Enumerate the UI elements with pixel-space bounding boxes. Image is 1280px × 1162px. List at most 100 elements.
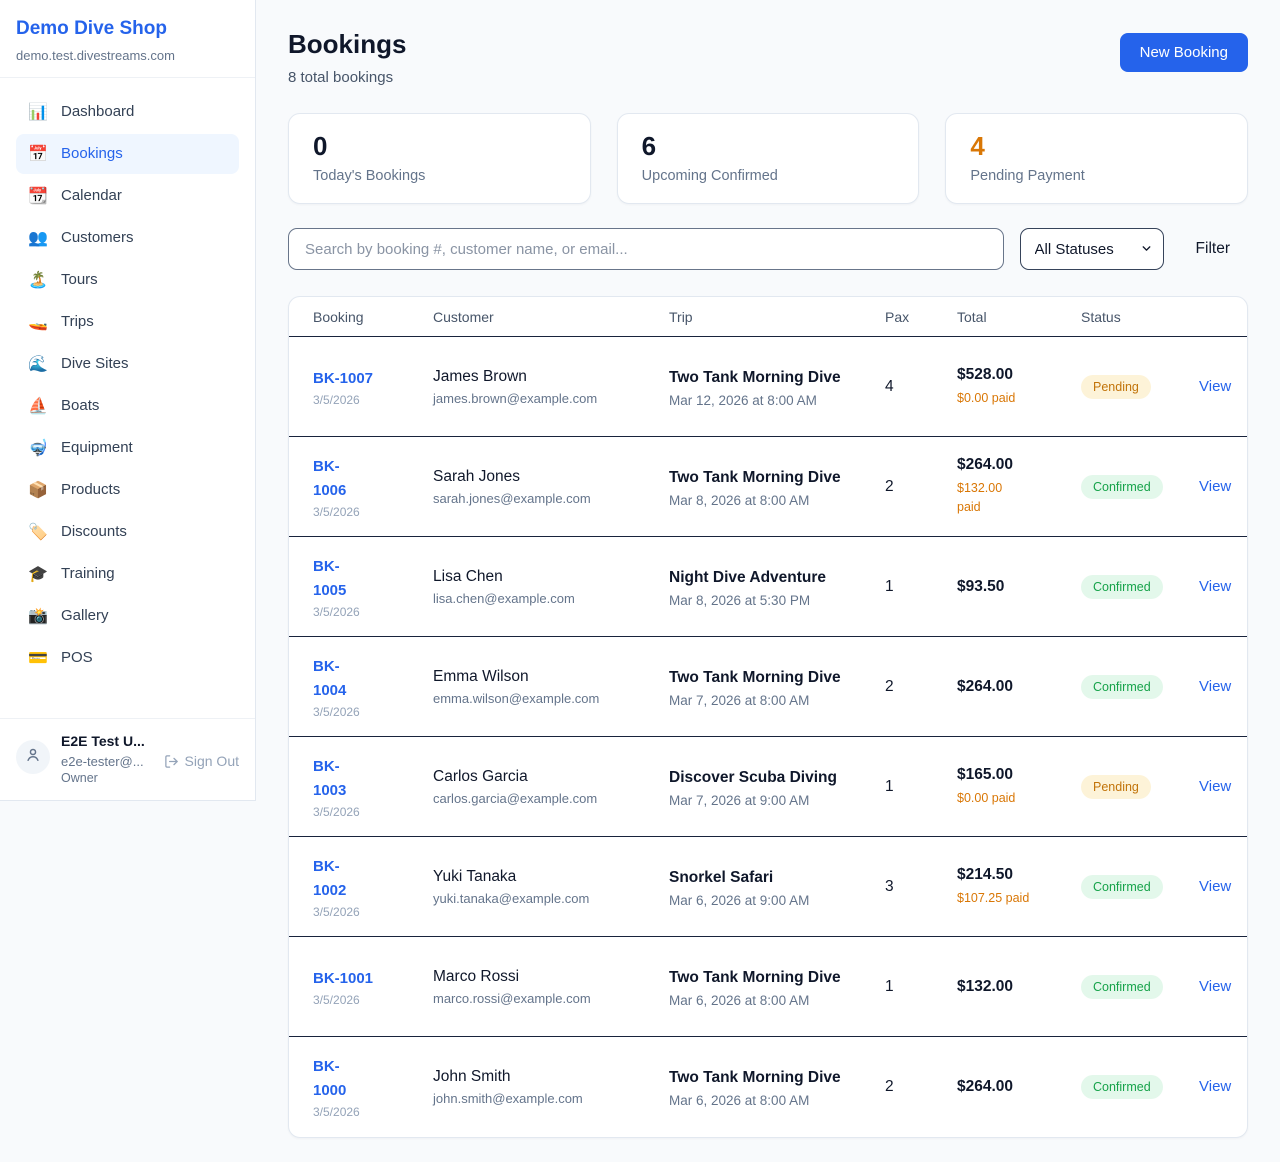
view-booking-link[interactable]: View [1199, 877, 1232, 895]
view-booking-link[interactable]: View [1199, 477, 1232, 495]
table-row: BK-1007 3/5/2026 James Brown james.brown@ex… [289, 337, 1247, 437]
tag-icon: 🏷️ [28, 523, 48, 541]
column-header-booking: Booking [313, 309, 364, 326]
total-amount: $264.00 [957, 1077, 1014, 1095]
booking-number-link[interactable]: BK- 1000 [313, 1057, 347, 1099]
stat-label: Pending Payment [970, 168, 1085, 185]
status-badge: Confirmed [1081, 474, 1163, 499]
booking-number-link[interactable]: BK- 1003 [313, 757, 347, 799]
sidebar-item-gallery[interactable]: 📸 Gallery [16, 596, 239, 636]
pax-value: 2 [885, 477, 894, 495]
booking-number-link[interactable]: BK- 1002 [313, 857, 347, 899]
sidebar-item-label: Tours [61, 271, 98, 289]
status-badge: Pending [1081, 374, 1151, 399]
customer-cell: Yuki Tanaka yuki.tanaka@example.com [425, 837, 661, 937]
booking-date: 3/5/2026 [313, 392, 360, 407]
sidebar-item-tours[interactable]: 🏝️ Tours [16, 260, 239, 300]
stats-row: 0 Today's Bookings 6 Upcoming Confirmed … [288, 112, 1249, 205]
trip-name: Two Tank Morning Dive [669, 1068, 841, 1086]
customer-email: emma.wilson@example.com [433, 690, 600, 706]
trip-datetime: Mar 12, 2026 at 8:00 AM [669, 392, 817, 408]
stat-card-upcoming-confirmed: 6 Upcoming Confirmed [616, 112, 920, 205]
total-amount: $93.50 [957, 577, 1005, 595]
filter-button[interactable]: Filter [1195, 240, 1230, 258]
sidebar-item-dashboard[interactable]: 📊 Dashboard [16, 92, 239, 132]
sidebar-item-label: Products [61, 481, 121, 499]
status-cell: Confirmed [1073, 837, 1191, 937]
sidebar-item-boats[interactable]: ⛵ Boats [16, 386, 239, 426]
booking-date: 3/5/2026 [313, 704, 360, 719]
column-header-status: Status [1081, 309, 1121, 326]
main-content: Bookings 8 total bookings New Booking 0 … [256, 0, 1280, 1138]
customer-email: sarah.jones@example.com [433, 490, 591, 506]
search-input[interactable] [288, 228, 1004, 271]
sidebar-item-calendar[interactable]: 📆 Calendar [16, 176, 239, 216]
view-booking-link[interactable]: View [1199, 977, 1232, 995]
total-cell: $132.00 [949, 937, 1073, 1037]
trip-name: Two Tank Morning Dive [669, 368, 841, 386]
user-email: e2e-tester@... [61, 753, 144, 769]
view-booking-link[interactable]: View [1199, 1077, 1232, 1095]
sidebar-item-trips[interactable]: 🚤 Trips [16, 302, 239, 342]
trip-datetime: Mar 7, 2026 at 8:00 AM [669, 692, 810, 708]
booking-number-link[interactable]: BK-1001 [313, 969, 374, 987]
new-booking-button[interactable]: New Booking [1119, 33, 1248, 72]
total-cell: $264.00 [949, 1037, 1073, 1137]
total-cell: $165.00 $0.00 paid [949, 737, 1073, 837]
action-cell: View [1191, 937, 1247, 1037]
pax-value: 2 [885, 677, 894, 695]
user-role: Owner [61, 771, 98, 785]
trip-cell: Two Tank Morning Dive Mar 12, 2026 at 8:0… [661, 337, 877, 437]
trip-datetime: Mar 8, 2026 at 8:00 AM [669, 492, 810, 508]
pax-cell: 2 [877, 1037, 949, 1137]
sidebar-item-pos[interactable]: 💳 POS [16, 638, 239, 678]
people-icon: 👥 [28, 229, 48, 247]
booking-date: 3/5/2026 [313, 904, 360, 919]
total-amount: $264.00 [957, 677, 1014, 695]
sidebar-item-label: Customers [61, 229, 134, 247]
sidebar-item-dive-sites[interactable]: 🌊 Dive Sites [16, 344, 239, 384]
booking-number-link[interactable]: BK- 1005 [313, 557, 347, 599]
sign-out-icon [164, 754, 179, 769]
column-header-pax: Pax [885, 309, 910, 326]
column-header-customer: Customer [433, 309, 494, 326]
status-select-wrap: All Statuses [1019, 228, 1164, 271]
sidebar-item-label: Dashboard [61, 103, 135, 121]
sign-out-button[interactable]: Sign Out [164, 753, 239, 769]
status-cell: Pending [1073, 337, 1191, 437]
customer-cell: Carlos Garcia carlos.garcia@example.com [425, 737, 661, 837]
view-booking-link[interactable]: View [1199, 577, 1232, 595]
sidebar-item-equipment[interactable]: 🤿 Equipment [16, 428, 239, 468]
sidebar-item-products[interactable]: 📦 Products [16, 470, 239, 510]
view-booking-link[interactable]: View [1199, 777, 1232, 795]
customer-email: yuki.tanaka@example.com [433, 890, 590, 906]
view-booking-link[interactable]: View [1199, 377, 1232, 395]
total-amount: $165.00 [957, 765, 1014, 783]
view-booking-link[interactable]: View [1199, 677, 1232, 695]
paid-amount: $132.00 paid [957, 481, 1003, 515]
column-header-total: Total [957, 309, 987, 326]
action-cell: View [1191, 737, 1247, 837]
booking-number-link[interactable]: BK- 1006 [313, 457, 347, 499]
sidebar-item-bookings[interactable]: 📅 Bookings [16, 133, 239, 174]
status-filter-select[interactable]: All Statuses [1019, 228, 1164, 271]
sidebar-item-customers[interactable]: 👥 Customers [16, 218, 239, 258]
customer-email: lisa.chen@example.com [433, 590, 575, 606]
booking-number-link[interactable]: BK- 1004 [313, 657, 347, 699]
sidebar-item-training[interactable]: 🎓 Training [16, 554, 239, 594]
status-cell: Confirmed [1073, 437, 1191, 537]
paid-amount: $0.00 paid [957, 790, 1016, 805]
sidebar-item-discounts[interactable]: 🏷️ Discounts [16, 512, 239, 552]
tear-off-calendar-icon: 📆 [28, 187, 48, 205]
trip-name: Snorkel Safari [669, 868, 774, 886]
customer-name: Emma Wilson [433, 667, 529, 685]
wave-icon: 🌊 [28, 355, 48, 373]
total-cell: $264.00 $132.00 paid [949, 437, 1073, 537]
booking-cell: BK- 1006 3/5/2026 [289, 437, 425, 537]
customer-name: Carlos Garcia [433, 767, 528, 785]
action-cell: View [1191, 337, 1247, 437]
stat-value: 6 [641, 130, 657, 161]
booking-number-link[interactable]: BK-1007 [313, 369, 374, 387]
booking-cell: BK- 1002 3/5/2026 [289, 837, 425, 937]
customer-cell: Sarah Jones sarah.jones@example.com [425, 437, 661, 537]
